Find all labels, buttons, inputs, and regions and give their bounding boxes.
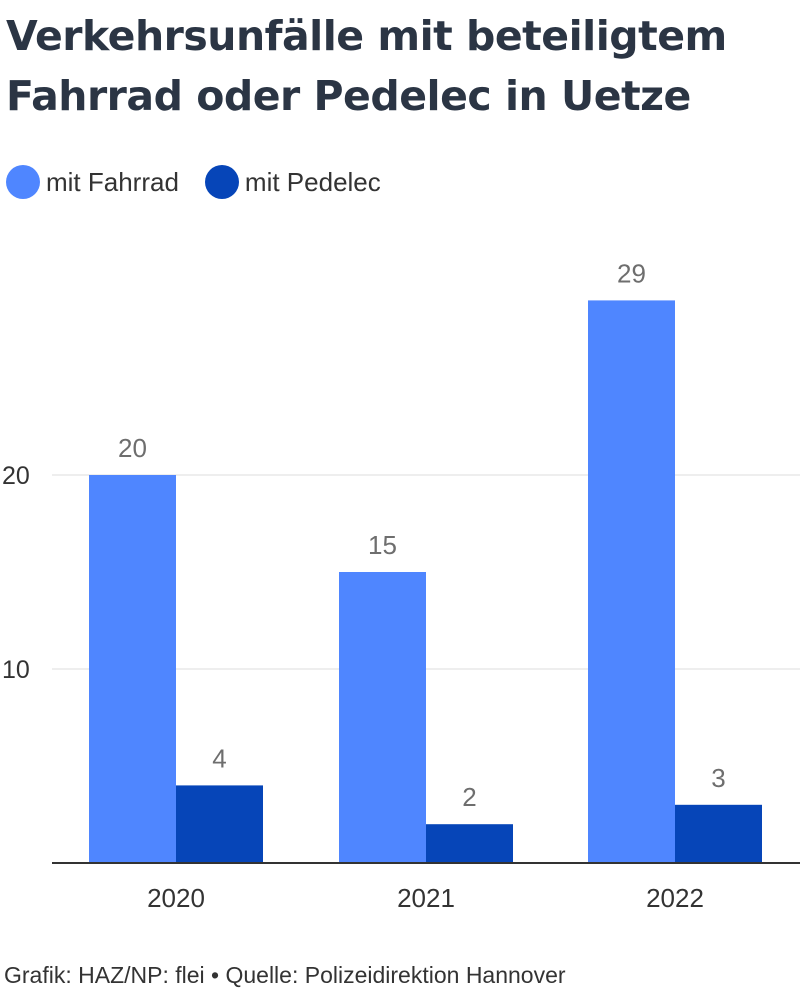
legend-swatch-fahrrad	[6, 165, 40, 199]
legend-item-fahrrad: mit Fahrrad	[6, 165, 179, 199]
bar-2020-pedelec	[176, 785, 263, 863]
data-label-2020-pedelec: 4	[212, 743, 226, 773]
bar-2022-pedelec	[675, 804, 762, 863]
bar-2020-fahrrad	[89, 475, 176, 863]
bar-2021-pedelec	[426, 824, 513, 863]
data-label-2021-fahrrad: 15	[368, 530, 397, 560]
legend-label-fahrrad: mit Fahrrad	[46, 166, 179, 197]
source-credit: Grafik: HAZ/NP: flei • Quelle: Polizeidi…	[4, 962, 566, 988]
y-tick-label-10: 10	[2, 656, 30, 684]
x-tick-label-2021: 2021	[397, 883, 455, 913]
data-label-2021-pedelec: 2	[462, 782, 476, 812]
chart-title: Verkehrsunfälle mit beteiligtem Fahrrad …	[6, 12, 727, 120]
legend-swatch-pedelec	[204, 165, 239, 199]
data-label-2020-fahrrad: 20	[118, 433, 147, 463]
x-tick-label-2020: 2020	[147, 883, 205, 913]
y-tick-label-20: 20	[2, 462, 30, 490]
legend-item-pedelec: mit Pedelec	[204, 165, 381, 199]
bar-2022-fahrrad	[588, 300, 675, 863]
legend: mit Fahrrad mit Pedelec	[6, 162, 407, 202]
x-tick-label-2022: 2022	[646, 883, 704, 913]
data-label-2022-fahrrad: 29	[617, 258, 646, 288]
data-label-2022-pedelec: 3	[711, 763, 725, 793]
legend-label-pedelec: mit Pedelec	[244, 166, 381, 197]
bar-2021-fahrrad	[339, 572, 426, 863]
